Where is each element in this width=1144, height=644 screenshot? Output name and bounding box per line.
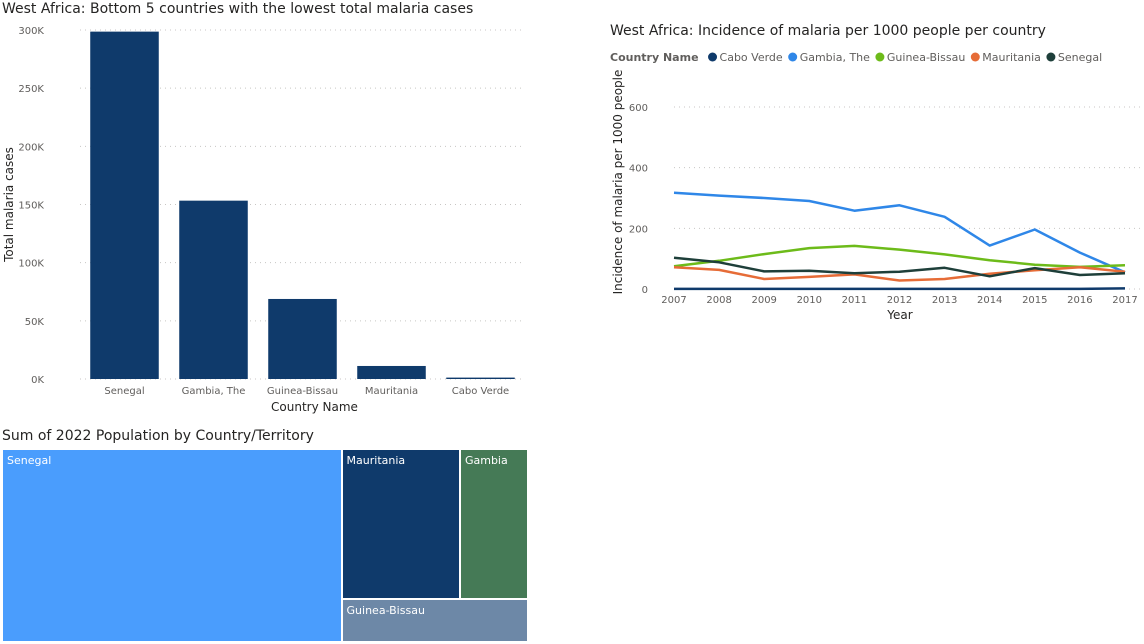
line-x-tick-label: 2017 xyxy=(1112,295,1137,306)
legend-label[interactable]: Senegal xyxy=(1058,51,1102,64)
bar[interactable] xyxy=(446,377,515,379)
bar-chart: 0K 50K 100K 150K 200K 250K 300K Senegal Gambia, … xyxy=(2,26,525,414)
bar[interactable] xyxy=(179,200,248,379)
line-series[interactable] xyxy=(673,244,1126,269)
legend-swatch xyxy=(875,52,885,62)
bar-x-tick-label: Cabo Verde xyxy=(452,386,509,397)
bar-x-tick-label: Senegal xyxy=(104,386,144,397)
bar-y-tick-label: 50K xyxy=(25,317,45,328)
legend-swatch xyxy=(970,52,980,62)
line-x-tick-label: 2016 xyxy=(1067,295,1092,306)
legend-label[interactable]: Cabo Verde xyxy=(720,51,783,64)
line-x-tick-label: 2011 xyxy=(842,295,867,306)
line-legend-title: Country Name xyxy=(610,51,699,64)
line-series[interactable] xyxy=(673,265,1126,282)
line-chart-title: West Africa: Incidence of malaria per 10… xyxy=(610,23,1046,39)
treemap-title: Sum of 2022 Population by Country/Territ… xyxy=(2,428,314,444)
legend-label[interactable]: Guinea-Bissau xyxy=(887,51,965,64)
treemap-tile[interactable]: Mauritania xyxy=(341,449,460,600)
line-y-tick-label: 200 xyxy=(629,224,648,235)
bar-y-tick-label: 300K xyxy=(18,26,44,37)
bar-chart-title: West Africa: Bottom 5 countries with the… xyxy=(2,1,474,17)
legend-swatch xyxy=(708,52,718,62)
line-x-tick-label: 2014 xyxy=(977,295,1002,306)
legend-swatch xyxy=(788,52,798,62)
line-x-tick-label: 2010 xyxy=(797,295,822,306)
bar-y-tick-label: 100K xyxy=(18,259,44,270)
line-y-tick-label: 400 xyxy=(629,164,648,175)
line-x-tick-label: 2013 xyxy=(932,295,957,306)
treemap-tile-label: Guinea-Bissau xyxy=(346,604,425,618)
treemap-tile-label: Senegal xyxy=(7,454,52,467)
bar-y-tick-label: 200K xyxy=(18,142,44,153)
treemap-tile-label: Mauritania xyxy=(346,454,406,467)
legend-label[interactable]: Mauritania xyxy=(982,51,1041,64)
line-x-tick-label: 2015 xyxy=(1022,295,1047,306)
treemap-tile[interactable]: Guinea-Bissau xyxy=(341,599,528,642)
bar-y-tick-label: 0K xyxy=(31,375,44,386)
treemap-tile[interactable]: Senegal xyxy=(2,449,342,642)
bar-y-tick-label: 250K xyxy=(18,84,44,95)
bar-x-tick-label: Guinea-Bissau xyxy=(267,386,338,397)
line-x-axis-title: Year xyxy=(886,308,912,322)
bar[interactable] xyxy=(357,365,426,379)
line-chart: Country Name Cabo Verde Gambia, The Guinea-… xyxy=(610,51,1143,322)
line-x-tick-label: 2007 xyxy=(661,295,686,306)
bar-y-tick-label: 150K xyxy=(18,201,44,212)
bar-x-tick-label: Mauritania xyxy=(365,386,418,397)
treemap: Senegal Mauritania Gambia Guinea-Bissau xyxy=(2,449,528,642)
bar-y-axis-title: Total malaria cases xyxy=(2,147,16,263)
bar-x-tick-label: Gambia, The xyxy=(182,386,246,397)
line-series[interactable] xyxy=(674,287,1126,291)
line-y-axis-title: Incidence of malaria per 1000 people xyxy=(611,70,625,295)
legend-swatch xyxy=(1046,52,1056,62)
treemap-tile-label: Gambia xyxy=(464,454,508,467)
line-x-tick-label: 2012 xyxy=(887,295,912,306)
bar[interactable] xyxy=(268,298,337,379)
treemap-tile[interactable]: Gambia xyxy=(459,449,528,600)
bar-x-axis-title: Country Name xyxy=(271,400,358,414)
line-x-tick-label: 2008 xyxy=(706,295,731,306)
bar[interactable] xyxy=(90,31,159,380)
line-y-tick-label: 0 xyxy=(642,285,648,296)
line-series[interactable] xyxy=(673,256,1126,278)
line-x-tick-label: 2009 xyxy=(751,295,776,306)
line-series[interactable] xyxy=(673,191,1126,274)
line-y-tick-label: 600 xyxy=(629,103,648,114)
legend-label[interactable]: Gambia, The xyxy=(800,51,870,64)
